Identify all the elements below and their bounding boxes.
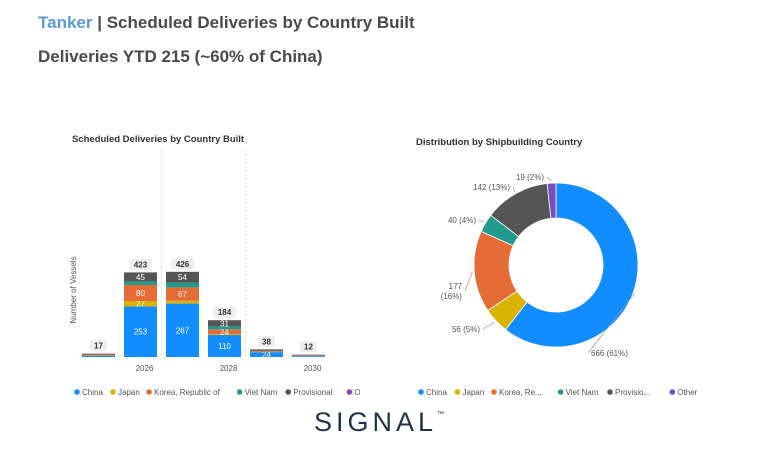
- bar-segment: [82, 354, 115, 355]
- legend-marker: [669, 389, 676, 395]
- signal-logo: SIGNAL™: [0, 407, 758, 438]
- total-label: 423: [134, 260, 148, 269]
- legend-marker: [557, 389, 564, 395]
- logo-tm: ™: [437, 411, 445, 418]
- bar-segment: [208, 320, 241, 327]
- bar-chart-title: Scheduled Deliveries by Country Built: [72, 134, 245, 145]
- slice-label: 142 (13%): [473, 183, 510, 192]
- total-label-bg: [300, 341, 317, 353]
- legend-label: Viet Nam: [245, 388, 278, 397]
- slice-label: 666 (61%): [591, 349, 628, 358]
- segment-label: 27: [136, 300, 145, 309]
- leader-line: [482, 321, 495, 330]
- segment-label: 31: [220, 319, 229, 328]
- legend-marker: [74, 389, 80, 395]
- page-title: Tanker | Scheduled Deliveries by Country…: [38, 13, 415, 33]
- total-label: 17: [94, 342, 103, 351]
- legend-label: Viet Nam: [566, 388, 599, 397]
- page-subtitle: Deliveries YTD 215 (~60% of China): [38, 47, 323, 66]
- bar-segment: [250, 352, 283, 357]
- legend-label: China: [426, 388, 447, 397]
- legend-marker: [418, 389, 424, 395]
- total-label-bg: [90, 340, 107, 352]
- legend-marker: [491, 389, 497, 395]
- total-label-bg: [171, 258, 194, 270]
- legend-marker: [454, 389, 461, 395]
- y-axis-label: Number of Vessels: [69, 256, 78, 323]
- bar-segment: [292, 356, 325, 357]
- segment-label: 45: [136, 273, 145, 282]
- legend-label: Provisional: [293, 388, 332, 397]
- segment-label: 80: [136, 289, 145, 298]
- legend-marker: [236, 389, 243, 395]
- segment-label: 24: [262, 351, 271, 360]
- bar-segment: [250, 349, 283, 351]
- bar-segment: [166, 300, 199, 304]
- total-label: 12: [304, 343, 313, 352]
- bar-segment: [208, 334, 241, 335]
- bar-segment: [166, 271, 199, 283]
- segment-label: 253: [134, 328, 148, 337]
- title-accent: Tanker: [38, 13, 93, 32]
- donut-slice: [546, 182, 557, 219]
- legend-marker: [607, 389, 613, 395]
- total-label: 184: [218, 308, 232, 317]
- donut-chart-title: Distribution by Shipbuilding Country: [416, 137, 583, 148]
- bar-segment: [292, 354, 325, 356]
- bar-segment: [124, 301, 157, 307]
- x-tick-label: 2030: [304, 364, 322, 373]
- legend-marker: [146, 389, 152, 395]
- legend-marker: [285, 389, 291, 395]
- bar-chart: Scheduled Deliveries by Country Built Num…: [69, 134, 360, 397]
- legend-label: Other: [354, 388, 360, 397]
- bar-segment: [166, 282, 199, 288]
- x-tick-label: 2028: [220, 364, 238, 373]
- legend-marker: [346, 389, 353, 395]
- bar-segment: [82, 354, 115, 356]
- segment-label: 110: [218, 342, 231, 351]
- legend-marker: [110, 389, 116, 395]
- bar-segment: [208, 326, 241, 330]
- segment-label: 24: [220, 328, 229, 337]
- legend-label: Other: [677, 388, 697, 397]
- bar-segment: [208, 329, 241, 335]
- leader-line: [464, 271, 473, 292]
- total-label: 426: [176, 260, 190, 269]
- bar-segment: [208, 335, 241, 357]
- segment-label: 54: [178, 273, 187, 282]
- bar-segment: [250, 351, 283, 353]
- legend-label: Provisio...: [615, 388, 650, 397]
- segment-label: 267: [176, 326, 190, 335]
- bar-segment: [82, 356, 115, 357]
- legend-label: China: [82, 388, 103, 397]
- logo-text: SIGNAL: [313, 407, 438, 437]
- segment-label: 67: [178, 290, 187, 299]
- legend-label: Japan: [118, 388, 140, 397]
- bar-segment: [124, 306, 157, 357]
- x-tick-label: 2026: [136, 364, 154, 373]
- leader-line: [546, 176, 552, 182]
- total-label-bg: [129, 258, 152, 270]
- leader-line: [478, 219, 484, 223]
- leader-line: [587, 292, 636, 354]
- legend-label: Korea, Republic of: [154, 388, 221, 397]
- title-rest: | Scheduled Deliveries by Country Built: [92, 13, 415, 32]
- legend-label: Korea, Re...: [499, 388, 542, 397]
- slice-label: 19 (2%): [516, 173, 544, 182]
- total-label-bg: [213, 306, 236, 318]
- legend-label: Japan: [463, 388, 485, 397]
- slice-label: 40 (4%): [448, 216, 476, 225]
- total-label-bg: [258, 335, 275, 347]
- bar-segment: [124, 281, 157, 285]
- bar-segment: [124, 285, 157, 301]
- donut-slice: [504, 182, 639, 348]
- slice-label: 56 (5%): [452, 325, 480, 334]
- donut-chart: Distribution by Shipbuilding Country 666 …: [416, 137, 698, 397]
- total-label: 38: [262, 337, 271, 346]
- slice-label: 177 (16%): [441, 282, 463, 301]
- bar-segment: [166, 287, 199, 301]
- leader-line: [512, 186, 516, 192]
- bar-segment: [166, 303, 199, 357]
- bar-segment: [124, 272, 157, 282]
